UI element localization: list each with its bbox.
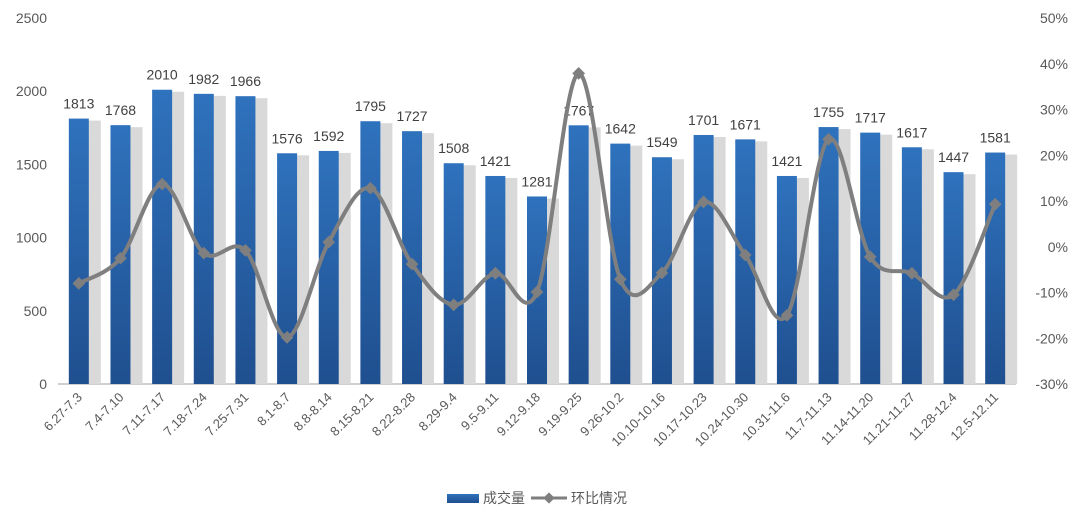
bar <box>568 125 589 384</box>
line-point <box>280 330 294 344</box>
x-tick-label: 7.18-7.24 <box>160 390 209 439</box>
line-point <box>488 266 502 280</box>
line-point <box>405 257 419 271</box>
x-tick-label: 9.19-9.25 <box>535 390 584 439</box>
y-right-tick-label: 40% <box>1040 56 1068 72</box>
line-point <box>72 276 86 290</box>
line-point <box>447 298 461 312</box>
bar <box>735 139 756 384</box>
legend: 成交量 环比情况 <box>447 490 627 506</box>
y-right-tick-label: 30% <box>1040 102 1068 118</box>
y-right-tick-label: 0% <box>1048 239 1068 255</box>
bar <box>818 127 839 385</box>
y-right-tick-label: -10% <box>1035 285 1068 301</box>
bar-data-label: 2010 <box>147 67 178 83</box>
y-left-tick-label: 2500 <box>16 10 47 26</box>
bar-data-label: 1581 <box>980 130 1011 146</box>
x-tick-label: 8.29-9.4 <box>415 390 459 434</box>
bar-data-label: 1447 <box>938 149 969 165</box>
bar-data-label: 1549 <box>646 134 677 150</box>
bar <box>402 131 423 384</box>
bar-data-label: 1982 <box>188 71 219 87</box>
y-left-tick-label: 2000 <box>16 83 47 99</box>
y-right-tick-label: 20% <box>1040 147 1068 163</box>
bar-data-label: 1767 <box>563 102 594 118</box>
bar-data-label: 1717 <box>855 110 886 126</box>
bar-data-label: 1508 <box>438 140 469 156</box>
bar <box>943 172 964 384</box>
x-tick-label: 9.12-9.18 <box>494 390 543 439</box>
bar-data-label: 1421 <box>771 153 802 169</box>
bar-data-label: 1421 <box>480 153 511 169</box>
bar <box>610 143 631 384</box>
bar <box>485 175 506 384</box>
bar <box>68 118 89 385</box>
x-tick-label: 8.1-8.7 <box>254 390 293 429</box>
bar <box>193 93 214 384</box>
bar-data-label: 1281 <box>521 173 552 189</box>
bar-data-label: 1795 <box>355 98 386 114</box>
bar <box>277 153 298 384</box>
bar-data-label: 1701 <box>688 112 719 128</box>
bar-data-label: 1642 <box>605 121 636 137</box>
bar-data-label: 1813 <box>63 96 94 112</box>
legend-marker <box>543 492 555 504</box>
bar-data-label: 1755 <box>813 104 844 120</box>
y-right-tick-label: 10% <box>1040 193 1068 209</box>
bar <box>985 152 1006 384</box>
x-tick-label: 8.22-8.28 <box>369 390 418 439</box>
y-left-tick-label: 1000 <box>16 230 47 246</box>
line-point <box>364 181 377 195</box>
line-point <box>155 177 169 191</box>
legend-label-line: 环比情况 <box>571 490 627 506</box>
line-point <box>114 251 127 265</box>
legend-swatch-bar <box>447 494 479 503</box>
bar <box>318 150 339 384</box>
bar-data-label: 1768 <box>105 102 136 118</box>
y-left-tick-label: 1500 <box>16 156 47 172</box>
bar <box>360 121 381 384</box>
bar <box>152 89 173 385</box>
bar <box>901 147 922 384</box>
line-point <box>197 246 211 260</box>
y-right-tick-label: 50% <box>1040 10 1068 26</box>
x-tick-label: 7.11-7.17 <box>119 390 168 439</box>
line-point <box>239 244 252 257</box>
y-left-tick-label: 500 <box>24 303 48 319</box>
bar <box>776 175 797 384</box>
bar-data-label: 1576 <box>272 130 303 146</box>
bar <box>235 96 256 384</box>
y-left-tick-label: 0 <box>39 376 47 392</box>
legend-label-bar: 成交量 <box>483 490 525 506</box>
bar-data-label: 1671 <box>730 116 761 132</box>
y-right-tick-label: -30% <box>1035 376 1068 392</box>
bar-data-label: 1617 <box>896 124 927 140</box>
bar-data-label: 1966 <box>230 73 261 89</box>
bar-data-label: 1727 <box>396 108 427 124</box>
x-tick-label: 6.27-7.3 <box>41 390 85 434</box>
bar-data-label: 1592 <box>313 128 344 144</box>
line-point <box>322 235 336 249</box>
bar <box>443 163 464 384</box>
x-tick-label: 7.25-7.31 <box>202 390 251 439</box>
x-tick-label: 8.15-8.21 <box>327 390 376 439</box>
bar <box>693 134 714 384</box>
y-right-tick-label: -20% <box>1035 330 1068 346</box>
